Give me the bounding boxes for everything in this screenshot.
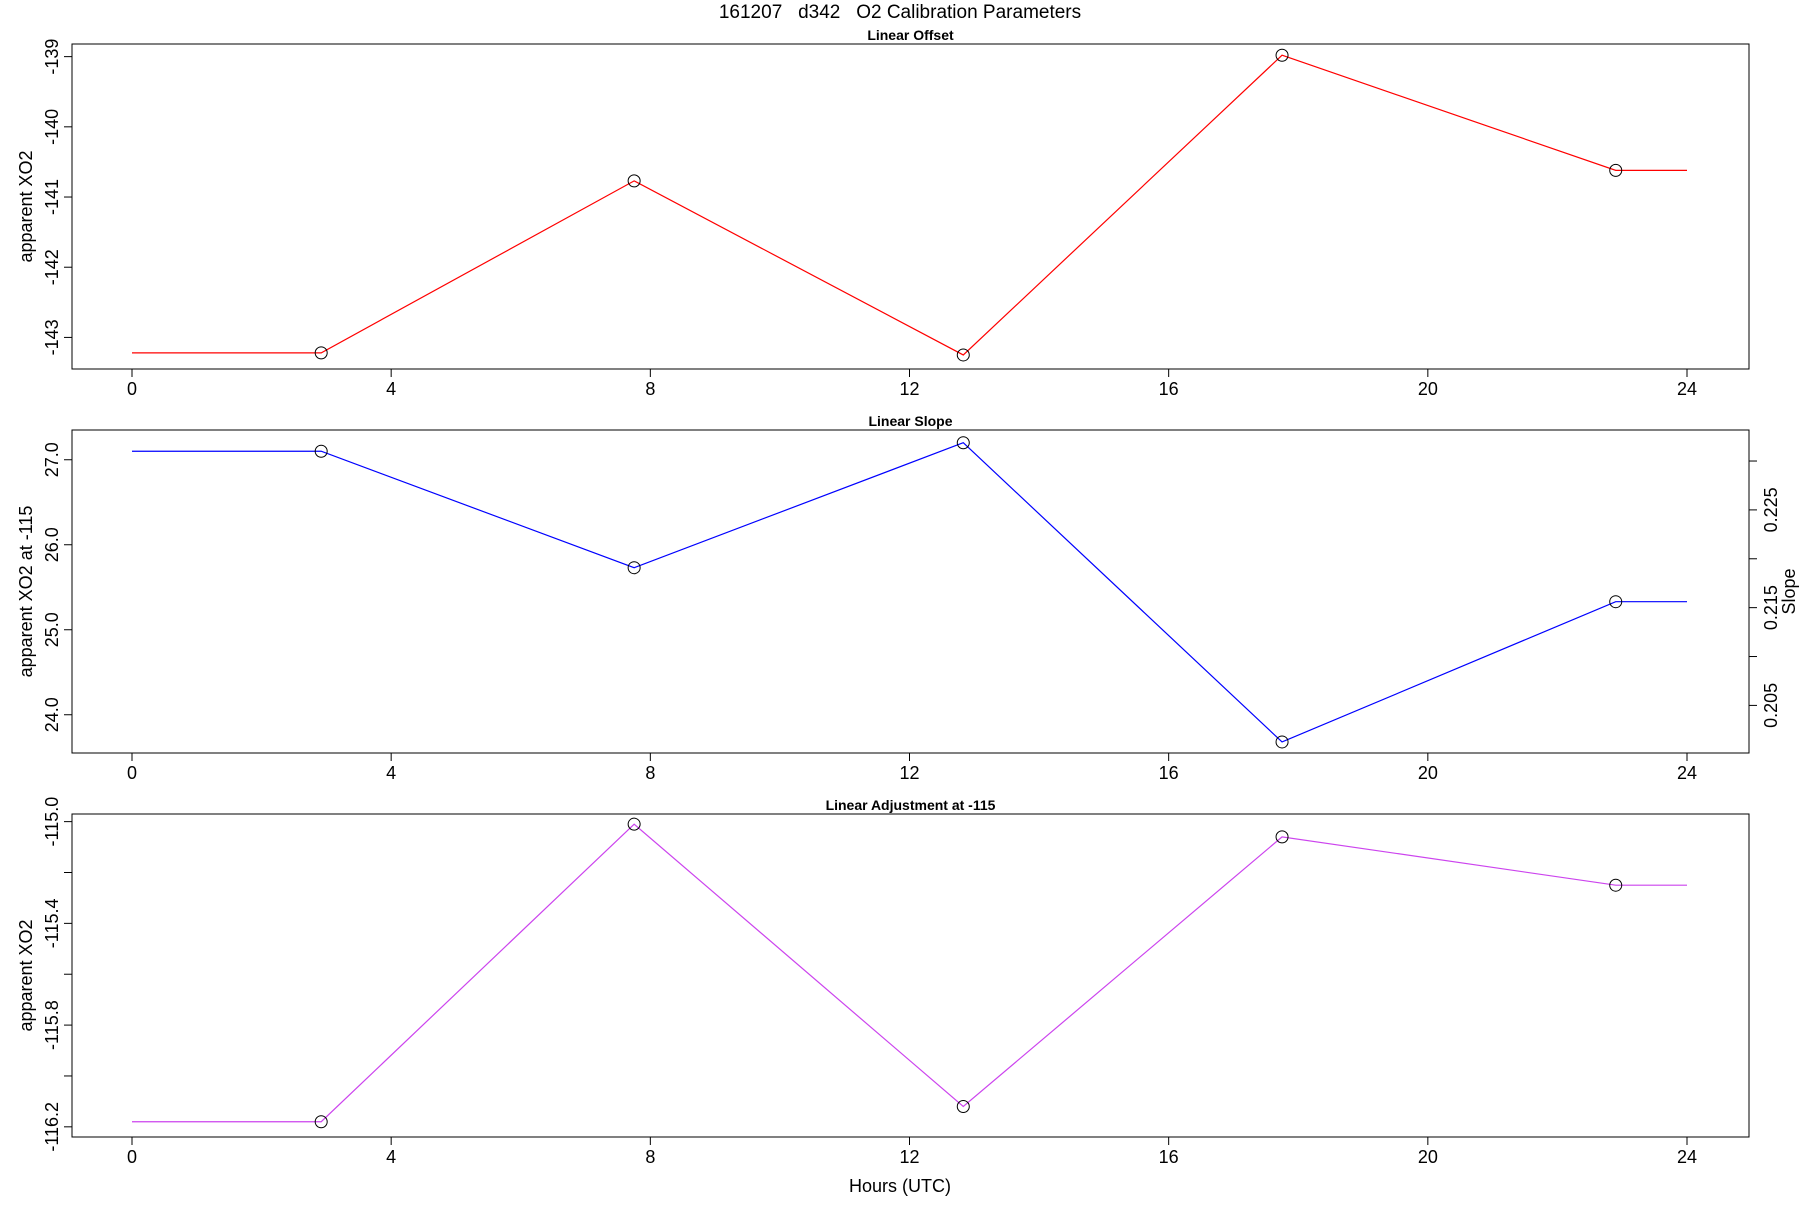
data-point xyxy=(1609,163,1623,177)
x-tick-label: 0 xyxy=(127,763,137,783)
y-tick-label: 25.0 xyxy=(42,612,62,647)
y-tick-label: 27.0 xyxy=(42,442,62,477)
x-tick-label: 24 xyxy=(1677,763,1697,783)
y-axis-title: apparent XO2 at -115 xyxy=(16,506,36,678)
x-tick-label: 0 xyxy=(127,1147,137,1167)
data-point xyxy=(956,436,970,450)
figure-title: 161207 d342 O2 Calibration Parameters xyxy=(718,2,1082,23)
y2-tick-label: 0.205 xyxy=(1761,683,1781,728)
y-tick-label: 26.0 xyxy=(42,527,62,562)
panel-title: Linear Adjustment at -115 xyxy=(826,797,996,813)
y-axis-title: apparent XO2 xyxy=(16,919,36,1031)
x-tick-label: 4 xyxy=(386,763,396,783)
data-point xyxy=(956,1099,970,1113)
data-point xyxy=(1275,48,1289,62)
y-tick-label: -115.8 xyxy=(42,1000,62,1050)
chart-panel-1: Linear Offset 0 4 8 12 16 20 24 -143 -142 -141 -140… xyxy=(16,27,1750,399)
y-tick-label: -140 xyxy=(42,109,62,145)
data-point xyxy=(314,346,328,360)
x-tick-label: 8 xyxy=(645,1147,655,1167)
x-tick-label: 20 xyxy=(1418,763,1438,783)
y2-tick-label: 0.225 xyxy=(1761,487,1781,532)
y-tick-label: -142 xyxy=(42,249,62,285)
data-point xyxy=(314,1115,328,1129)
series-line xyxy=(132,54,1687,356)
data-point xyxy=(627,817,641,831)
x-tick-label: 8 xyxy=(645,379,655,399)
x-tick-label: 8 xyxy=(645,763,655,783)
y-tick-label: -116.2 xyxy=(42,1102,62,1152)
x-tick-label: 12 xyxy=(899,763,919,783)
x-tick-label: 4 xyxy=(386,379,396,399)
x-tick-label: 16 xyxy=(1159,763,1179,783)
data-point xyxy=(627,561,641,575)
data-point xyxy=(956,348,970,362)
plot-frame xyxy=(71,813,1750,1138)
y-tick-label: -139 xyxy=(42,39,62,75)
y-tick-label: 24.0 xyxy=(42,697,62,732)
x-tick-label: 16 xyxy=(1159,379,1179,399)
panel-title: Linear Offset xyxy=(867,27,954,43)
series-line xyxy=(132,823,1687,1123)
data-point xyxy=(1275,735,1289,749)
y-tick-label: -143 xyxy=(42,319,62,355)
x-tick-label: 20 xyxy=(1418,379,1438,399)
y2-axis-title: Slope xyxy=(1779,568,1799,614)
plot-frame xyxy=(71,429,1750,754)
x-tick-label: 20 xyxy=(1418,1147,1438,1167)
x-tick-label: 12 xyxy=(899,1147,919,1167)
data-point xyxy=(314,444,328,458)
chart-panel-3: Linear Adjustment at -115 0 4 8 12 16 20 24 -116… xyxy=(16,797,1750,1167)
y-tick-label: -141 xyxy=(42,179,62,215)
x-tick-label: 0 xyxy=(127,379,137,399)
x-tick-label: 24 xyxy=(1677,1147,1697,1167)
plot-frame xyxy=(71,43,1750,370)
panel-title: Linear Slope xyxy=(868,413,952,429)
y2-tick-label: 0.215 xyxy=(1761,585,1781,630)
series-line xyxy=(132,442,1687,743)
chart-panel-2: Linear Slope 0 4 8 12 16 20 24 24.0 25.0 26.0 27.0 a… xyxy=(16,413,1799,783)
x-tick-label: 16 xyxy=(1159,1147,1179,1167)
data-point xyxy=(1609,595,1623,609)
data-point xyxy=(627,174,641,188)
x-tick-label: 12 xyxy=(899,379,919,399)
y-axis-title: apparent XO2 xyxy=(16,150,36,262)
x-tick-label: 4 xyxy=(386,1147,396,1167)
y-tick-label: -115.4 xyxy=(42,899,62,949)
data-point xyxy=(1275,830,1289,844)
x-tick-label: 24 xyxy=(1677,379,1697,399)
y-tick-label: -115.0 xyxy=(42,797,62,847)
data-point xyxy=(1609,878,1623,892)
x-axis-title: Hours (UTC) xyxy=(849,1176,951,1196)
